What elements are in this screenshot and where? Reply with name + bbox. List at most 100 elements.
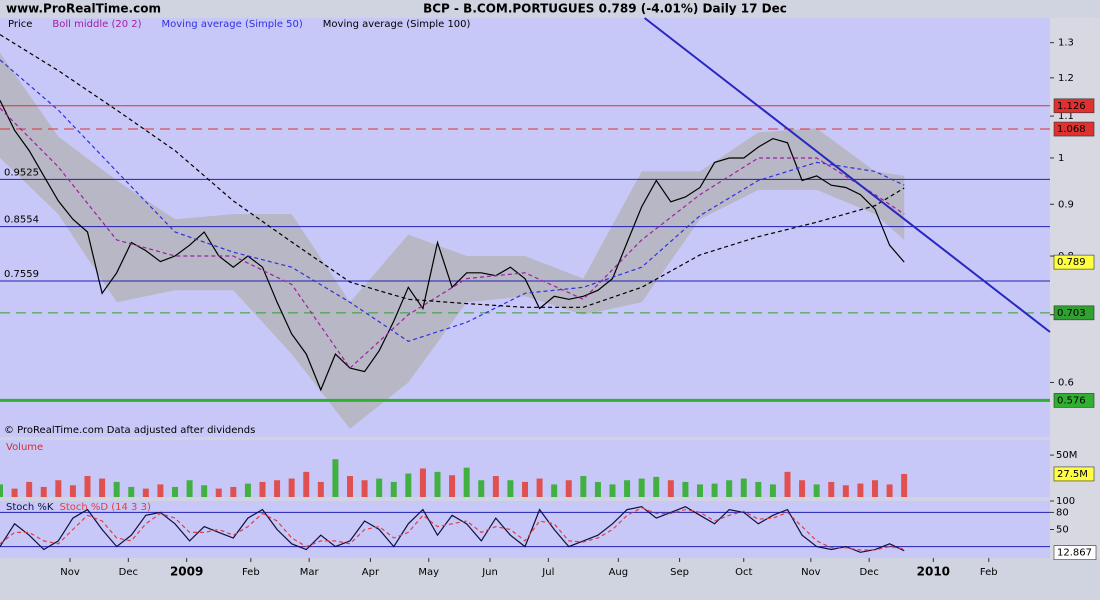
volume-bar [594,481,601,497]
volume-bar [828,481,835,497]
volume-bar [26,481,33,497]
volume-bar [536,478,543,497]
volume-bar [653,476,660,497]
legend-entry: Price [8,19,32,30]
x-tick-label: 2009 [170,565,203,579]
volume-bar [711,483,718,497]
volume-bar [172,486,178,497]
volume-title: Volume [6,442,43,453]
volume-bar [113,481,120,497]
x-tick-label: May [418,567,439,578]
volume-bar [799,480,806,497]
y-tick-label: 1.3 [1058,38,1074,49]
legend-entry: Moving average (Simple 50) [162,19,303,30]
note: © ProRealTime.com Data adjusted after di… [4,425,255,436]
volume-bar [638,478,645,497]
legend-entry: Boll middle (20 2) [52,19,141,30]
volume-bar [565,480,572,497]
trendline [643,17,1051,333]
volume-bar [347,476,353,497]
last-volume-box [1053,466,1095,482]
volume-bar [872,480,878,497]
volume-bar [303,471,310,497]
level-label-box [1053,98,1095,114]
x-tick-label: Nov [60,567,80,578]
volume-bar [332,459,339,497]
indicator-line [0,59,905,342]
y-tick-label: 0.9 [1058,199,1074,210]
volume-bar [157,484,164,497]
volume-bar [624,480,631,497]
volume-bar [390,481,397,497]
indicator-line [0,107,905,370]
volume-bar [376,478,383,497]
last-price: 0.789 [1057,257,1086,268]
volume-bar [317,481,324,497]
volume-bar [361,480,368,497]
volume-bar [755,481,762,497]
y-tick-label: 0.6 [1058,377,1074,388]
volume-bar [55,480,62,497]
level-label: 1.068 [1057,124,1086,135]
volume-bar [813,484,820,497]
volume-bar [740,478,747,497]
volume-bar [405,473,412,497]
y-tick-label: 80 [1056,507,1069,518]
volume-bar [230,486,237,497]
volume-bar [726,480,733,497]
legend-entry: Stoch %D (14 3 3) [59,502,150,513]
x-tick-label: Feb [980,567,998,578]
volume-bar [215,488,222,497]
volume-bar [784,471,791,497]
x-tick-label: Dec [859,567,878,578]
x-tick-label: Jun [481,567,498,578]
level-label-box [1053,305,1095,321]
volume-bar [201,485,208,497]
stoch-line [0,507,905,551]
x-tick-label: Jul [541,567,554,578]
volume-bar [449,475,456,497]
x-tick-label: Oct [735,567,752,578]
last-price-box [1053,254,1095,270]
level-label: 0.8554 [4,215,39,226]
volume-bar [11,488,18,497]
y-tick-label: 100 [1056,496,1075,507]
volume-bar [492,476,499,497]
x-tick-label: Aug [609,567,629,578]
level-label: 0.9525 [4,167,39,178]
volume-bar [463,467,470,497]
volume-bar [901,473,908,497]
volume-bar [0,484,3,497]
legend-entry: Stoch %K [6,502,54,513]
level-label: 0.7559 [4,269,39,280]
x-tick-label: Dec [119,567,138,578]
level-label: 1.126 [1057,101,1086,112]
volume-bar [434,471,441,497]
stoch-panel [0,501,1050,558]
y-tick-label: 50M [1056,450,1077,461]
volume-bar [478,480,485,497]
stoch-line [0,506,905,553]
volume-bar [886,484,893,497]
x-tick-label: Sep [670,567,689,578]
volume-bar [842,485,849,497]
y-tick-label: 50 [1056,525,1069,536]
volume-bar [186,480,193,497]
price-line [0,100,905,392]
volume-bar [128,486,135,497]
volume-bar [69,485,76,497]
volume-bar [244,483,251,497]
volume-bar [551,484,558,497]
volume-bar [419,468,426,497]
volume-bar [99,478,106,497]
level-label-box [1053,393,1095,408]
bollinger-band [0,52,905,429]
volume-bar [580,476,587,497]
volume-bar [609,484,616,497]
x-tick-label: 2010 [917,565,950,579]
volume-bar [288,478,295,497]
volume-bar [769,484,776,497]
y-tick-label: 1 [1058,153,1064,164]
